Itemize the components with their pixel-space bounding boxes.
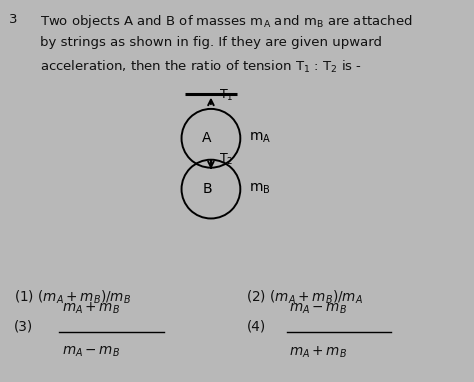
Text: (3): (3)	[14, 320, 34, 333]
Text: acceleration, then the ratio of tension T$_\mathregular{1}$ : T$_\mathregular{2}: acceleration, then the ratio of tension …	[40, 59, 363, 75]
Text: m$_\mathregular{A}$: m$_\mathregular{A}$	[249, 131, 271, 146]
Text: $m_A - m_B$: $m_A - m_B$	[62, 345, 120, 359]
Text: A: A	[202, 131, 212, 145]
Text: (1) $(m_A + m_B)/m_B$: (1) $(m_A + m_B)/m_B$	[14, 288, 131, 306]
Text: T$_\mathregular{2}$: T$_\mathregular{2}$	[219, 152, 234, 167]
Text: 3: 3	[9, 13, 17, 26]
Text: B: B	[202, 182, 212, 196]
Text: by strings as shown in fig. If they are given upward: by strings as shown in fig. If they are …	[40, 36, 383, 49]
Text: (2) $(m_A + m_B)/m_A$: (2) $(m_A + m_B)/m_A$	[246, 288, 364, 306]
Text: $m_A + m_B$: $m_A + m_B$	[289, 345, 347, 360]
Text: Two objects A and B of masses m$_\mathregular{A}$ and m$_\mathregular{B}$ are at: Two objects A and B of masses m$_\mathre…	[40, 13, 413, 31]
Text: $m_A - m_B$: $m_A - m_B$	[289, 302, 347, 316]
Text: $m_A + m_B$: $m_A + m_B$	[62, 301, 120, 316]
Text: m$_\mathregular{B}$: m$_\mathregular{B}$	[249, 182, 271, 196]
Text: T$_\mathregular{1}$: T$_\mathregular{1}$	[219, 88, 234, 103]
Text: (4): (4)	[246, 320, 266, 333]
